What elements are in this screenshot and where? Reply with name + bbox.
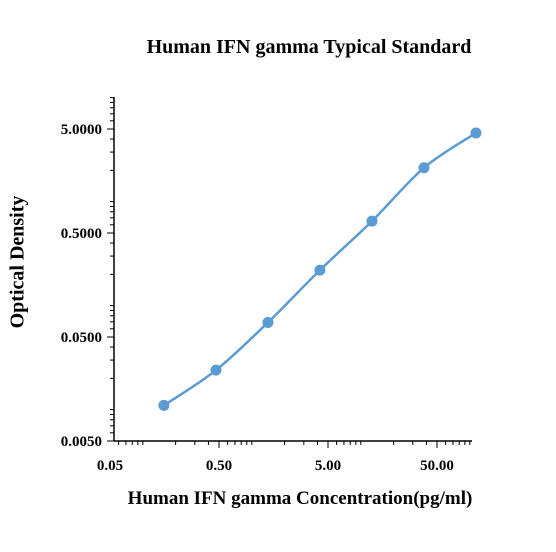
x-tick-label: 5.00 bbox=[315, 458, 341, 474]
chart-title: Human IFN gamma Typical Standard bbox=[146, 36, 472, 58]
data-point bbox=[158, 399, 170, 411]
y-tick-label: 0.5000 bbox=[61, 226, 102, 242]
y-tick-label: 5.0000 bbox=[61, 122, 102, 138]
data-point bbox=[262, 316, 274, 328]
x-tick-label: 50.00 bbox=[420, 458, 454, 474]
tick-marks bbox=[107, 97, 471, 448]
x-axis-label: Human IFN gamma Concentration(pg/ml) bbox=[127, 488, 473, 509]
axes bbox=[113, 97, 472, 442]
x-tick-label: 0.50 bbox=[206, 458, 232, 474]
data-point bbox=[366, 215, 378, 227]
y-tick-label: 0.0050 bbox=[61, 434, 102, 450]
x-tick-label: 0.05 bbox=[97, 458, 123, 474]
data-point bbox=[470, 127, 482, 139]
data-points bbox=[158, 127, 482, 411]
y-axis-label: Optical Density bbox=[6, 195, 29, 329]
y-tick-label: 0.0500 bbox=[61, 330, 102, 346]
tick-labels: 0.0050 0.0500 0.5000 5.0000 0.05 0.50 5.00 50.0… bbox=[61, 122, 454, 474]
data-point bbox=[210, 364, 222, 376]
data-point bbox=[314, 264, 326, 276]
data-point bbox=[418, 162, 430, 174]
